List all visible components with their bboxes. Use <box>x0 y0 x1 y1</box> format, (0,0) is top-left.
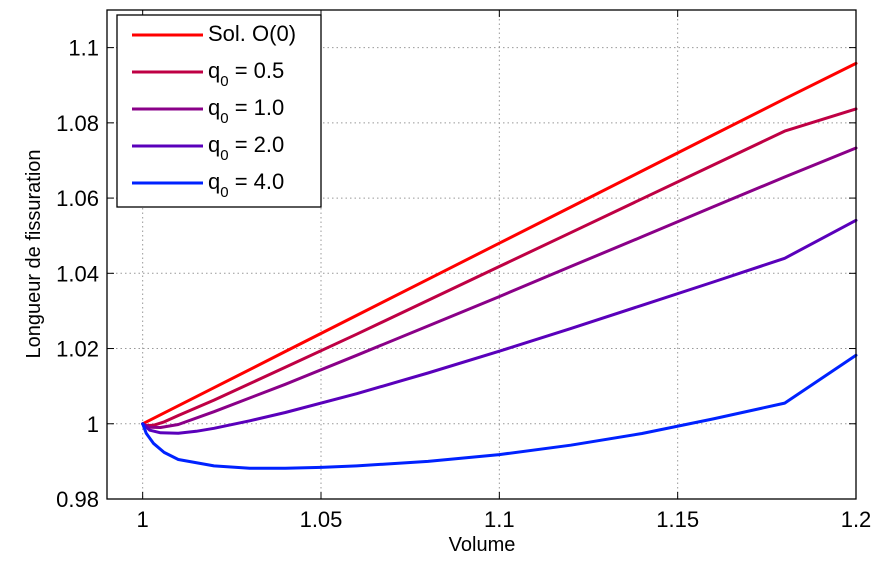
y-tick-label: 1.08 <box>56 111 99 136</box>
x-tick-label: 1.2 <box>841 507 872 532</box>
series-layer <box>141 61 858 470</box>
y-tick-label: 1.06 <box>56 186 99 211</box>
legend-label-main: q <box>208 58 220 83</box>
legend-entry-label: q0 = 4.0 <box>208 169 284 201</box>
legend-entry-label: q0 = 2.0 <box>208 132 284 164</box>
x-tick-label: 1.1 <box>484 507 515 532</box>
y-tick-label: 1 <box>87 412 99 437</box>
legend-label-tail: = 4.0 <box>229 169 285 194</box>
series-line-q0-4-0 <box>141 353 858 470</box>
y-tick-label: 1.04 <box>56 261 99 286</box>
legend-label-main: q <box>208 169 220 194</box>
legend-entry-label: q0 = 1.0 <box>208 95 284 127</box>
legend-label-main: q <box>208 95 220 120</box>
legend-label-subscript: 0 <box>220 110 228 127</box>
legend-label-tail: = 1.0 <box>229 95 285 120</box>
legend-entry-label: q0 = 0.5 <box>208 58 284 90</box>
y-tick-label: 1.02 <box>56 337 99 362</box>
series-line-q0-2-0 <box>141 218 858 435</box>
x-tick-label: 1.05 <box>300 507 343 532</box>
y-tick-label: 0.98 <box>56 487 99 512</box>
x-axis-label: Volume <box>449 534 516 556</box>
tick-layer: 1 1.05 1.1 1.15 1.2 0.98 1 1.02 1.04 1.06 1.08 1.1 <box>56 10 871 532</box>
legend-label-tail: = 2.0 <box>229 132 285 157</box>
legend-label-subscript: 0 <box>220 184 228 201</box>
y-axis-label: Longueur de fissuration <box>23 149 45 358</box>
series-line-sol-o-0- <box>141 61 858 426</box>
legend-label-tail: = 0.5 <box>229 58 285 83</box>
legend-box <box>116 14 322 208</box>
y-tick-label: 1.1 <box>68 36 99 61</box>
x-tick-label: 1.15 <box>656 507 699 532</box>
legend-entry-label: Sol. O(0) <box>208 21 296 46</box>
x-tick-label: 1 <box>137 507 149 532</box>
legend: Sol. O(0)q0 = 0.5q0 = 1.0q0 = 2.0q0 = 4.… <box>116 14 322 208</box>
legend-label-subscript: 0 <box>220 147 228 164</box>
series-line-q0-0-5 <box>141 107 858 428</box>
legend-label-subscript: 0 <box>220 73 228 90</box>
legend-label-main: q <box>208 132 220 157</box>
series-line-q0-1-0 <box>141 146 858 429</box>
plot-frame <box>106 9 857 500</box>
